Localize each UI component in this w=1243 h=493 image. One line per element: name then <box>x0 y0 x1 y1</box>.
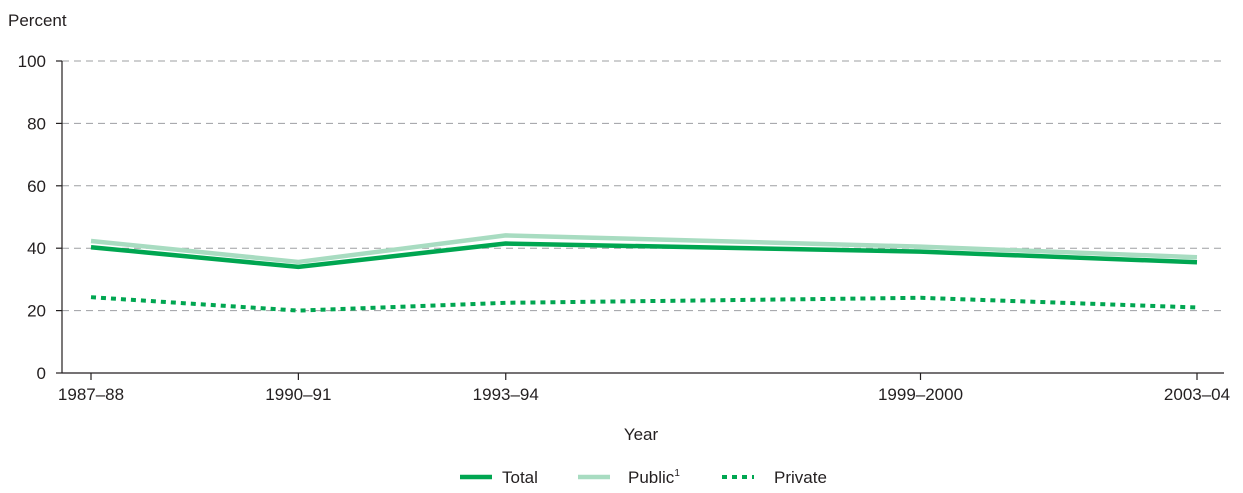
legend-name: Total <box>502 468 538 487</box>
x-tick-label: 2003–04 <box>1164 385 1230 404</box>
x-tick-label: 1990–91 <box>265 385 331 404</box>
y-tick-label: 60 <box>27 177 46 196</box>
y-tick-label: 80 <box>27 114 46 133</box>
series-line-public <box>90 233 1198 265</box>
legend-label-public: Public1 <box>628 468 680 487</box>
y-tick-label: 40 <box>27 239 46 258</box>
legend: Total Public1 Private <box>460 468 827 487</box>
series-line-total <box>90 241 1198 270</box>
y-tick-label: 100 <box>18 52 46 71</box>
legend-name: Private <box>774 468 827 487</box>
x-tick-label: 1999–2000 <box>878 385 963 404</box>
x-tick-label: 1993–94 <box>473 385 539 404</box>
series-lines <box>90 233 1198 313</box>
legend-superscript: 1 <box>674 468 680 479</box>
y-axis-title: Percent <box>8 11 67 30</box>
x-axis-title: Year <box>624 425 659 444</box>
x-tick-label: 1987–88 <box>58 385 124 404</box>
gridlines <box>62 60 1224 312</box>
tick-labels: 0 20 40 60 80 100 1987–88 1990–91 1993–94 1999–20… <box>18 52 1230 404</box>
legend-label-private: Private <box>774 468 827 487</box>
y-tick-label: 0 <box>37 364 46 383</box>
series-line-private <box>90 295 1198 313</box>
axes <box>56 60 1224 380</box>
legend-label-total: Total <box>502 468 538 487</box>
y-tick-label: 20 <box>27 302 46 321</box>
legend-name: Public <box>628 468 675 487</box>
